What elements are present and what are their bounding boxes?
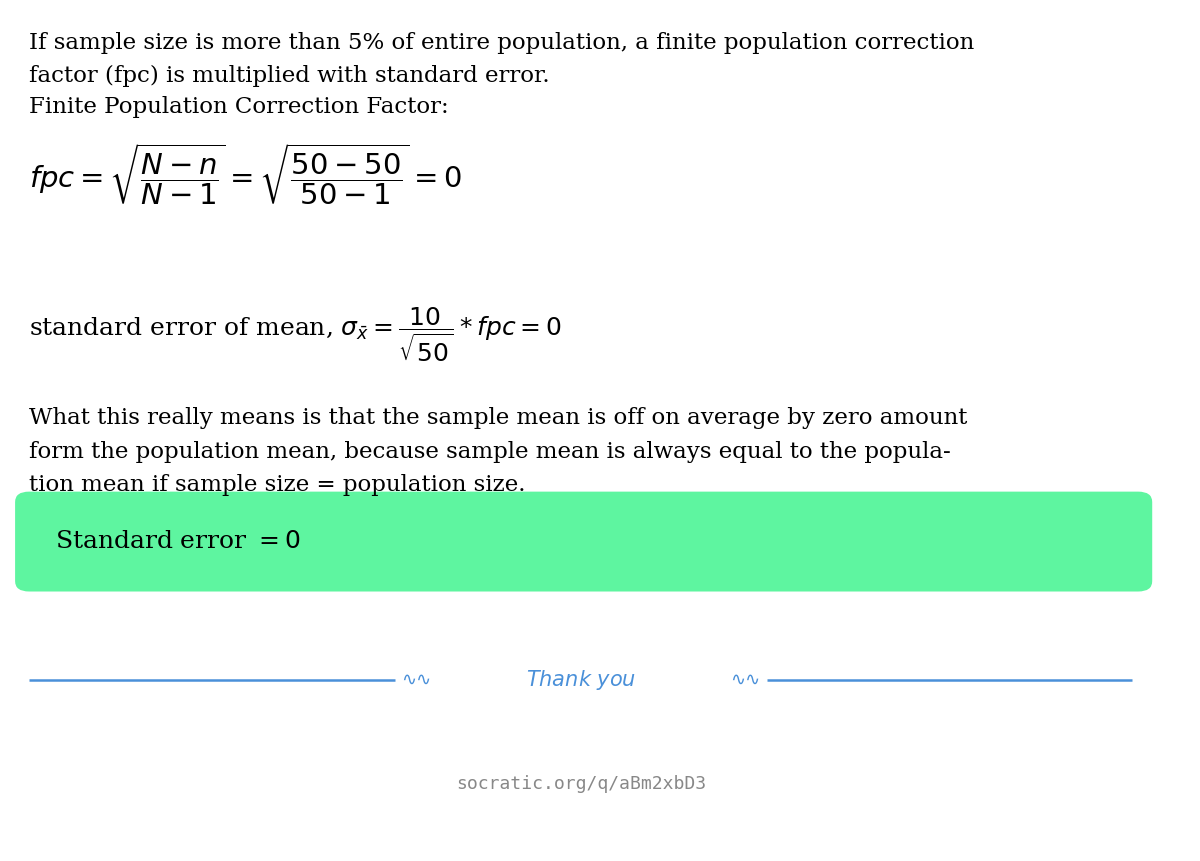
Text: ∿∿: ∿∿ — [401, 672, 431, 689]
Text: tion mean if sample size = population size.: tion mean if sample size = population si… — [29, 474, 526, 497]
Text: ∿∿: ∿∿ — [731, 672, 761, 689]
Text: Finite Population Correction Factor:: Finite Population Correction Factor: — [29, 96, 449, 119]
Text: $fpc = \sqrt{\dfrac{N-n}{N-1}} = \sqrt{\dfrac{50-50}{50-1}} = 0$: $fpc = \sqrt{\dfrac{N-n}{N-1}} = \sqrt{\… — [29, 142, 462, 208]
Text: If sample size is more than 5% of entire population, a finite population correct: If sample size is more than 5% of entire… — [29, 32, 974, 54]
Text: factor (fpc) is multiplied with standard error.: factor (fpc) is multiplied with standard… — [29, 65, 550, 87]
Text: What this really means is that the sample mean is off on average by zero amount: What this really means is that the sampl… — [29, 407, 967, 430]
Text: $\mathit{Thank\ you}$: $\mathit{Thank\ you}$ — [526, 668, 636, 692]
Text: form the population mean, because sample mean is always equal to the popula-: form the population mean, because sample… — [29, 441, 950, 463]
FancyBboxPatch shape — [16, 492, 1152, 592]
Text: standard error of mean, $\sigma_{\bar{x}} = \dfrac{10}{\sqrt{50}} * fpc = 0$: standard error of mean, $\sigma_{\bar{x}… — [29, 306, 562, 364]
Text: socratic.org/q/aBm2xbD3: socratic.org/q/aBm2xbD3 — [456, 775, 706, 793]
Text: Standard error $= 0$: Standard error $= 0$ — [54, 530, 300, 553]
